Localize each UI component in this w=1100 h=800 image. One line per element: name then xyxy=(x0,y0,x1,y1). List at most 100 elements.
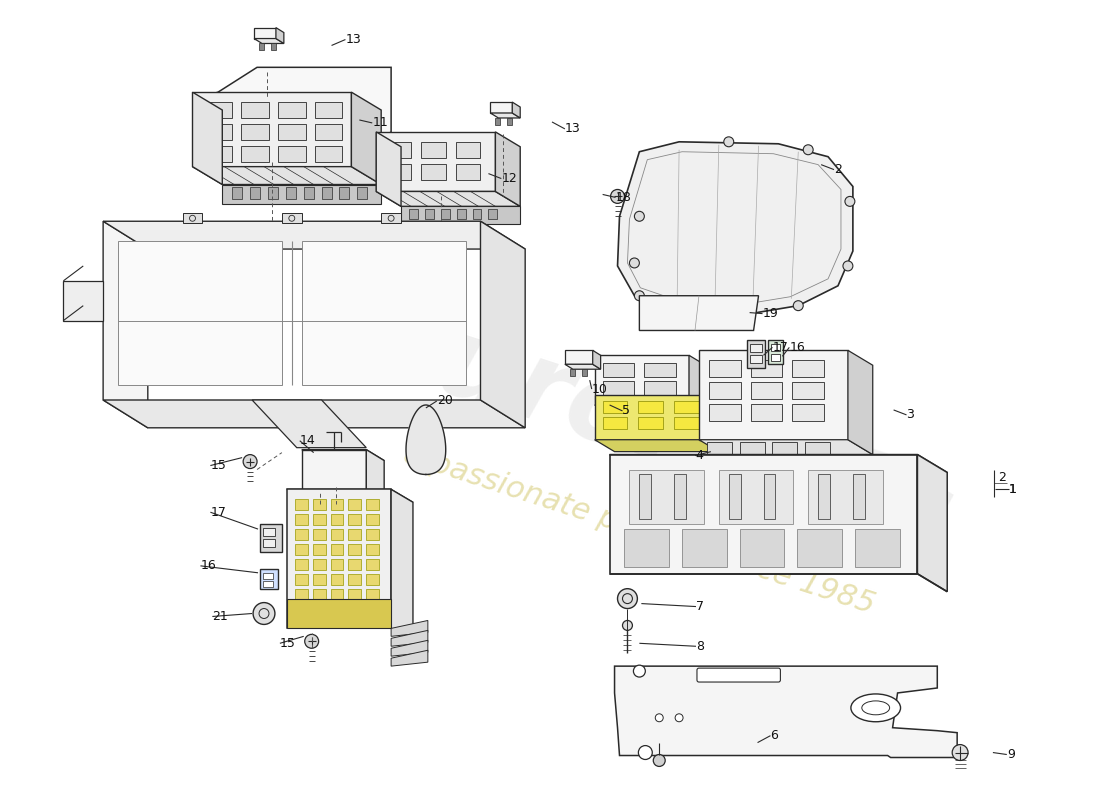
Circle shape xyxy=(623,621,632,630)
Bar xyxy=(674,474,686,519)
Bar xyxy=(718,470,793,524)
Bar xyxy=(570,370,575,376)
Text: 15: 15 xyxy=(210,459,227,472)
Bar xyxy=(260,524,282,552)
Bar xyxy=(747,341,764,368)
Circle shape xyxy=(724,137,734,146)
Polygon shape xyxy=(639,296,759,330)
Bar xyxy=(769,341,783,364)
Bar xyxy=(304,187,313,199)
Bar xyxy=(330,514,343,525)
Bar xyxy=(312,559,326,570)
Text: 15: 15 xyxy=(279,637,296,650)
Bar xyxy=(282,214,301,223)
Bar xyxy=(321,187,331,199)
Bar xyxy=(295,544,308,555)
Bar xyxy=(645,363,676,377)
Text: 11: 11 xyxy=(372,117,388,130)
Polygon shape xyxy=(565,364,601,370)
Bar xyxy=(315,102,342,118)
Bar xyxy=(260,569,278,589)
Text: 13: 13 xyxy=(345,33,361,46)
Bar xyxy=(855,529,900,567)
Polygon shape xyxy=(202,67,392,170)
Bar xyxy=(312,499,326,510)
Bar xyxy=(603,363,635,377)
Bar xyxy=(639,474,651,519)
Bar xyxy=(792,404,824,421)
Bar xyxy=(330,574,343,585)
Polygon shape xyxy=(392,490,412,642)
Circle shape xyxy=(305,634,319,648)
Bar xyxy=(409,210,418,219)
Circle shape xyxy=(635,290,645,301)
Text: 1: 1 xyxy=(1009,483,1016,496)
Bar xyxy=(315,124,342,140)
Bar xyxy=(312,603,326,614)
Polygon shape xyxy=(222,185,382,204)
Bar xyxy=(582,370,586,376)
Polygon shape xyxy=(609,454,917,574)
Bar xyxy=(750,382,782,399)
Bar xyxy=(232,187,242,199)
Bar xyxy=(507,118,513,125)
Text: 6: 6 xyxy=(770,729,779,742)
Polygon shape xyxy=(615,666,957,758)
Text: 14: 14 xyxy=(299,434,316,447)
Bar xyxy=(295,529,308,540)
Bar xyxy=(286,187,296,199)
Polygon shape xyxy=(595,355,689,405)
Bar xyxy=(330,499,343,510)
Polygon shape xyxy=(376,132,402,206)
Polygon shape xyxy=(593,350,601,370)
Bar xyxy=(295,589,308,600)
Polygon shape xyxy=(118,241,282,385)
Polygon shape xyxy=(287,490,412,502)
Polygon shape xyxy=(301,241,465,385)
Bar xyxy=(205,102,232,118)
Bar xyxy=(366,529,379,540)
Polygon shape xyxy=(376,132,495,191)
Bar xyxy=(349,544,361,555)
Bar xyxy=(473,210,482,219)
Bar xyxy=(295,514,308,525)
Bar xyxy=(366,514,379,525)
Bar xyxy=(852,474,865,519)
Polygon shape xyxy=(491,113,520,118)
Text: 2: 2 xyxy=(834,163,842,176)
Circle shape xyxy=(243,454,257,469)
Polygon shape xyxy=(714,395,734,452)
Bar xyxy=(674,417,698,429)
Text: 17: 17 xyxy=(210,506,227,518)
Bar xyxy=(340,187,350,199)
Bar xyxy=(772,442,798,462)
Bar xyxy=(205,146,232,162)
Bar xyxy=(425,210,433,219)
Bar xyxy=(349,514,361,525)
Bar xyxy=(349,499,361,510)
Text: 19: 19 xyxy=(762,307,779,320)
Bar xyxy=(818,474,830,519)
Text: a passionate partner since 1985: a passionate partner since 1985 xyxy=(400,439,879,619)
Bar xyxy=(386,142,411,158)
Polygon shape xyxy=(392,630,428,646)
Bar xyxy=(708,360,740,377)
Text: 7: 7 xyxy=(696,600,704,613)
Bar xyxy=(183,214,202,223)
FancyBboxPatch shape xyxy=(697,668,780,682)
Polygon shape xyxy=(366,450,384,515)
Bar xyxy=(739,442,764,462)
Text: euroParts: euroParts xyxy=(353,285,966,574)
Bar xyxy=(382,214,402,223)
Circle shape xyxy=(635,211,645,222)
Bar xyxy=(629,470,704,524)
Polygon shape xyxy=(301,450,384,461)
Circle shape xyxy=(953,745,968,761)
Bar xyxy=(278,102,306,118)
Bar xyxy=(707,442,732,462)
Bar xyxy=(603,381,635,395)
Bar xyxy=(241,124,270,140)
Polygon shape xyxy=(495,132,520,206)
Bar xyxy=(749,344,761,352)
Bar xyxy=(312,544,326,555)
